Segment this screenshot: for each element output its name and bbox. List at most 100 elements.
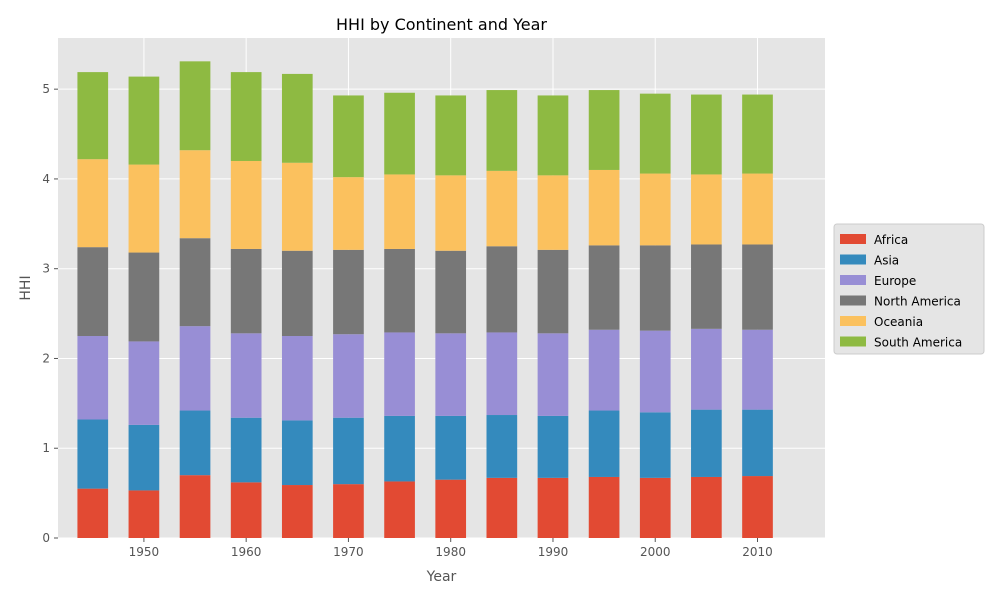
- bar-africa-2000: [639, 477, 671, 538]
- bar-south-america-1960: [230, 72, 262, 161]
- legend-swatch: [840, 254, 866, 265]
- legend-box: [833, 223, 985, 355]
- bar-africa-1945: [77, 488, 109, 538]
- x-tick-label: 1960: [231, 545, 262, 559]
- bar-south-america-2010: [742, 94, 773, 174]
- bar-oceania-1985: [486, 170, 518, 247]
- bar-europe-1975: [384, 332, 415, 416]
- bar-north-america-1955: [179, 238, 211, 327]
- x-tick-label: 2010: [742, 545, 773, 559]
- bar-africa-1965: [281, 485, 313, 538]
- bar-africa-1960: [230, 482, 262, 538]
- bar-south-america-1965: [281, 73, 313, 163]
- bar-europe-1945: [77, 336, 109, 420]
- bar-north-america-1980: [435, 250, 467, 334]
- x-axis-ticks: 1950 1960 1970 1980 1990 2000 2010: [129, 538, 773, 559]
- bar-asia-2000: [639, 412, 671, 478]
- bar-europe-1960: [230, 333, 262, 418]
- bar-oceania-1965: [281, 162, 313, 251]
- bar-europe-1990: [537, 333, 569, 416]
- bar-north-america-1975: [384, 248, 415, 333]
- bar-europe-2005: [691, 328, 722, 410]
- bar-africa-1970: [333, 484, 364, 538]
- bar-africa-2010: [742, 476, 773, 538]
- x-tick-label: 2000: [640, 545, 671, 559]
- x-tick-label: 1970: [333, 545, 364, 559]
- bar-oceania-2010: [742, 173, 773, 245]
- legend-swatch: [840, 234, 866, 244]
- bar-oceania-2000: [639, 173, 671, 246]
- bar-oceania-1970: [333, 177, 364, 250]
- bar-africa-1975: [384, 481, 415, 538]
- bar-asia-1950: [128, 424, 160, 491]
- bar-south-america-1955: [179, 61, 211, 151]
- legend-label: Europe: [874, 274, 916, 288]
- bar-africa-1990: [537, 477, 569, 538]
- bar-europe-2000: [639, 330, 671, 413]
- bar-oceania-1975: [384, 174, 415, 249]
- bar-europe-1950: [128, 341, 160, 425]
- bar-africa-1995: [588, 476, 620, 538]
- bars: [77, 61, 773, 538]
- chart-title: HHI by Continent and Year: [336, 15, 547, 34]
- bar-north-america-2005: [691, 244, 722, 329]
- bar-south-america-1990: [537, 95, 569, 176]
- legend-label: North America: [874, 295, 961, 309]
- y-tick-label: 0: [42, 531, 50, 545]
- bar-south-america-1995: [588, 90, 620, 170]
- bar-oceania-1960: [230, 160, 262, 249]
- y-tick-label: 5: [42, 82, 50, 96]
- bar-north-america-1965: [281, 250, 313, 337]
- bar-europe-1985: [486, 332, 518, 416]
- bar-north-america-2000: [639, 245, 671, 331]
- bar-oceania-1950: [128, 164, 160, 253]
- bar-asia-1995: [588, 410, 620, 477]
- bar-africa-1980: [435, 479, 467, 538]
- bar-asia-2005: [691, 409, 722, 477]
- bar-south-america-1950: [128, 76, 160, 165]
- bar-north-america-1990: [537, 249, 569, 334]
- legend-label: Oceania: [874, 315, 923, 329]
- bar-africa-2005: [691, 476, 722, 538]
- legend-label: South America: [874, 336, 962, 350]
- bar-europe-1955: [179, 326, 211, 411]
- bar-asia-1955: [179, 410, 211, 476]
- bar-africa-1955: [179, 475, 211, 538]
- bar-oceania-1945: [77, 159, 109, 248]
- bar-oceania-1995: [588, 169, 620, 246]
- bar-asia-1985: [486, 415, 518, 478]
- bar-europe-1980: [435, 333, 467, 416]
- bar-north-america-2010: [742, 244, 773, 330]
- x-tick-label: 1950: [129, 545, 160, 559]
- legend-swatch: [840, 295, 866, 306]
- bar-asia-1960: [230, 417, 262, 483]
- legend-swatch: [840, 275, 866, 285]
- x-tick-label: 1980: [435, 545, 466, 559]
- legend-swatch: [840, 316, 866, 326]
- bar-asia-2010: [742, 409, 773, 477]
- bar-europe-2010: [742, 329, 773, 410]
- bar-north-america-1995: [588, 245, 620, 330]
- bar-south-america-1945: [77, 72, 109, 160]
- y-axis-label: HHI: [18, 275, 34, 300]
- bar-north-america-1960: [230, 248, 262, 334]
- bar-europe-1995: [588, 329, 620, 411]
- y-tick-label: 1: [42, 441, 50, 455]
- bar-oceania-1980: [435, 175, 467, 251]
- bar-asia-1970: [333, 417, 364, 485]
- legend-label: Asia: [874, 254, 899, 268]
- bar-south-america-1975: [384, 92, 415, 175]
- bar-north-america-1970: [333, 249, 364, 335]
- y-tick-label: 2: [42, 351, 50, 365]
- bar-north-america-1985: [486, 246, 518, 333]
- y-tick-label: 3: [42, 262, 50, 276]
- bar-south-america-2000: [639, 93, 671, 174]
- bar-africa-1950: [128, 490, 160, 538]
- bar-north-america-1945: [77, 247, 109, 337]
- y-axis-ticks: 0 1 2 3 4 5: [42, 82, 58, 545]
- legend-swatch: [840, 336, 866, 347]
- bar-south-america-2005: [691, 94, 722, 175]
- legend-label: Africa: [874, 233, 908, 247]
- bar-asia-1980: [435, 415, 467, 480]
